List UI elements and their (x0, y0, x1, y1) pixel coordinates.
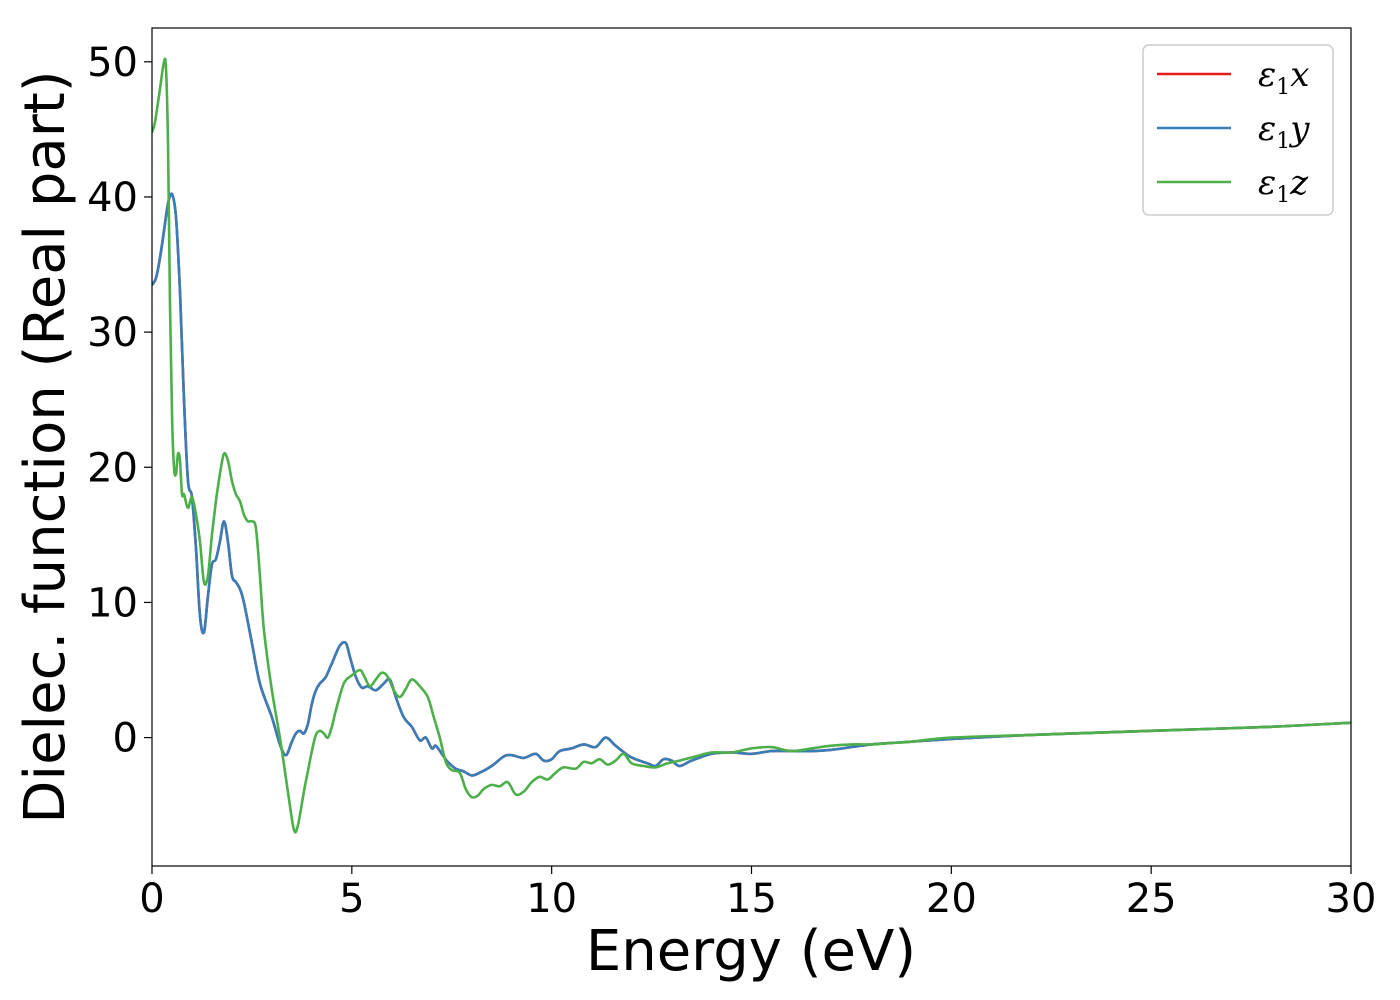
legend-symbol: ε (1258, 109, 1276, 149)
legend-label-y: ε1y (1258, 109, 1310, 154)
y-tick-label: 30 (87, 310, 138, 356)
y-tick-label: 10 (87, 580, 138, 626)
legend-box (1142, 44, 1334, 216)
y-tick-label: 20 (87, 445, 138, 491)
x-tick-label: 25 (1126, 876, 1177, 922)
series-layer (152, 57, 1351, 834)
y-tick-label: 50 (87, 40, 138, 86)
x-tick-label: 30 (1326, 876, 1377, 922)
legend-subscript: 1 (1276, 75, 1290, 100)
x-axis-label: Energy (eV) (586, 919, 916, 984)
legend-component: z (1289, 163, 1309, 203)
x-tick-label: 10 (526, 876, 577, 922)
x-tick-label: 0 (139, 876, 164, 922)
y-tick-label: 40 (87, 175, 138, 221)
legend-label-x: ε1x (1258, 55, 1309, 100)
legend-symbol: ε (1258, 55, 1276, 95)
legend-symbol: ε (1258, 163, 1276, 203)
x-axis: 0 5 10 15 20 25 30 (139, 866, 1376, 922)
x-tick-label: 15 (726, 876, 777, 922)
y-tick-label: 0 (113, 716, 138, 762)
legend-component: x (1290, 55, 1309, 95)
legend-component: y (1288, 109, 1310, 149)
legend-subscript: 1 (1276, 129, 1290, 154)
y-axis: 0 10 20 30 40 50 (87, 40, 152, 762)
legend-label-z: ε1z (1258, 163, 1309, 208)
x-tick-label: 20 (926, 876, 977, 922)
series-line-z (152, 57, 1351, 834)
legend-subscript: 1 (1276, 183, 1290, 208)
y-axis-label: Dielec. function (Real part) (13, 70, 78, 823)
x-tick-label: 5 (339, 876, 364, 922)
